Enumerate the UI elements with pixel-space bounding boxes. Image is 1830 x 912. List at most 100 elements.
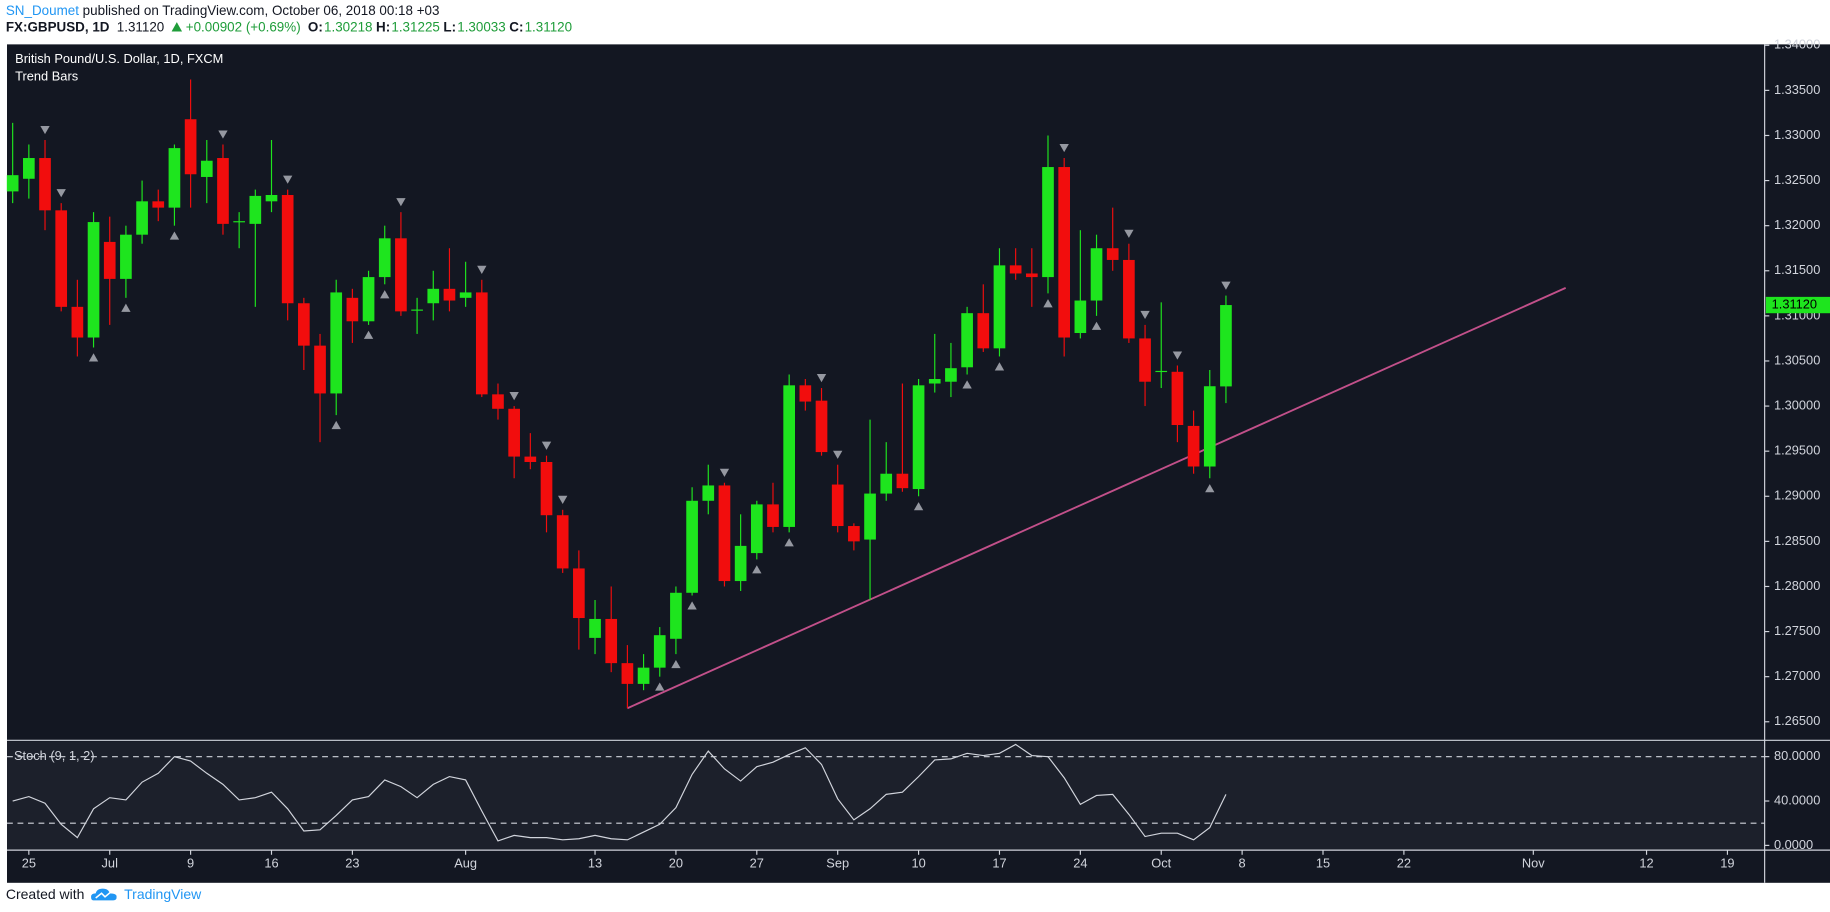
candle-body [1090, 248, 1103, 301]
y-tick-label: 1.26500 [1774, 713, 1820, 728]
candle-body [314, 345, 326, 394]
candle-body [637, 667, 650, 684]
x-tick-label: 19 [1720, 856, 1734, 871]
marker-up [169, 231, 180, 240]
candle-body [103, 241, 116, 279]
marker-down [477, 265, 487, 274]
y-tick-label: 1.33000 [1774, 127, 1820, 142]
y-tick-label: 1.30500 [1774, 352, 1820, 367]
marker-down [541, 441, 552, 450]
candle-body [23, 158, 35, 179]
candle-body [573, 568, 585, 619]
marker-down [283, 175, 293, 184]
y-tick-label: 1.32000 [1774, 217, 1820, 232]
x-tick-label: Aug [454, 856, 477, 871]
x-tick-label: 9 [187, 856, 194, 871]
marker-down [719, 468, 730, 477]
candle-body [1009, 265, 1022, 274]
author[interactable]: SN_Doumet [5, 4, 79, 19]
candle-body [184, 119, 197, 175]
x-tick-label: 8 [1239, 856, 1246, 871]
marker-up [671, 659, 681, 669]
candle-body [848, 526, 860, 542]
candle-body [395, 238, 407, 312]
ohlc-value: 1.31120 [524, 21, 573, 36]
candle-body [6, 175, 19, 192]
candle-body [346, 297, 359, 322]
candle-body [783, 385, 795, 527]
candle-body [217, 158, 229, 224]
candle-body [1203, 386, 1216, 467]
candle-body [427, 288, 440, 304]
marker-up [88, 353, 99, 362]
candle-body [1058, 167, 1071, 338]
marker-up [962, 380, 972, 389]
last-price: 1.31120 [116, 21, 165, 36]
candle-body [87, 222, 100, 338]
brand-logo [91, 888, 118, 901]
x-tick-label: 13 [588, 856, 602, 871]
x-tick-label: 17 [992, 856, 1006, 871]
candle-body [540, 461, 553, 516]
chart-title: British Pound/U.S. Dollar, 1D, FXCM [15, 51, 223, 66]
publish-line: SN_Doumet published on TradingView.com, … [6, 5, 443, 19]
candle-body [120, 234, 132, 279]
stoch-line [12, 743, 1227, 842]
chart-subtitle: Trend Bars [15, 68, 78, 83]
candle-body [864, 493, 876, 540]
candle-body [524, 456, 537, 462]
candle-body [1123, 259, 1135, 339]
y-tick-label: 1.29000 [1774, 488, 1820, 503]
candle-body [411, 309, 423, 311]
y-tick-label: 0.0000 [1774, 837, 1813, 852]
x-tick-label: 15 [1316, 856, 1330, 871]
created-with: Created with [5, 886, 85, 903]
candle-body [734, 545, 747, 582]
x-tick-label: Nov [1522, 856, 1545, 871]
candle-body [459, 292, 472, 298]
candle-body [718, 485, 731, 582]
x-tick-label: Sep [826, 856, 849, 871]
candle-body [670, 592, 682, 639]
marker-down [1059, 144, 1069, 153]
y-tick-label: 80.0000 [1774, 748, 1820, 763]
quote-line: FX:GBPUSD, 1D 1.31120 +0.00902 (+0.69%) … [6, 21, 579, 35]
ohlc-label: O: [307, 21, 323, 36]
candle-body [767, 504, 779, 527]
symbol: FX:GBPUSD, 1D [5, 21, 110, 36]
marker-up [121, 303, 131, 312]
candle-body [233, 221, 245, 223]
marker-down [56, 189, 66, 198]
y-tick-label: 40.0000 [1774, 792, 1820, 807]
x-tick-label: 27 [750, 856, 764, 871]
marker-up [752, 565, 762, 574]
candle-body [136, 201, 148, 235]
ohlc-value: 1.30033 [457, 21, 506, 36]
y-tick-label: 1.29500 [1774, 443, 1820, 458]
ohlc-label: C: [509, 21, 524, 36]
brand[interactable]: TradingView [124, 886, 202, 903]
y-tick-label: 1.27500 [1774, 623, 1820, 638]
candle-body [1074, 300, 1087, 334]
x-tick-label: 24 [1073, 856, 1087, 871]
marker-down [1221, 281, 1231, 290]
x-tick-label: Jul [102, 856, 118, 871]
ohlc-label: L: [443, 21, 457, 36]
ohlc-value: 1.31225 [391, 21, 440, 36]
candle-body [71, 306, 84, 338]
marker-up [784, 538, 794, 547]
marker-down [833, 450, 843, 459]
candle-body [621, 663, 634, 684]
marker-down [558, 495, 568, 504]
ohlc-label: H: [376, 21, 391, 36]
x-tick-label: 25 [22, 856, 36, 871]
stoch-title: Stoch (9, 1, 2) [14, 748, 95, 763]
candle-body [815, 400, 828, 453]
x-tick-label: 22 [1397, 856, 1411, 871]
marker-down [509, 392, 519, 401]
candle-body [492, 394, 504, 409]
candle-body [686, 500, 698, 593]
candle-body [55, 210, 68, 307]
candle-body [799, 385, 812, 402]
ohlc-value: 1.30218 [323, 21, 373, 36]
